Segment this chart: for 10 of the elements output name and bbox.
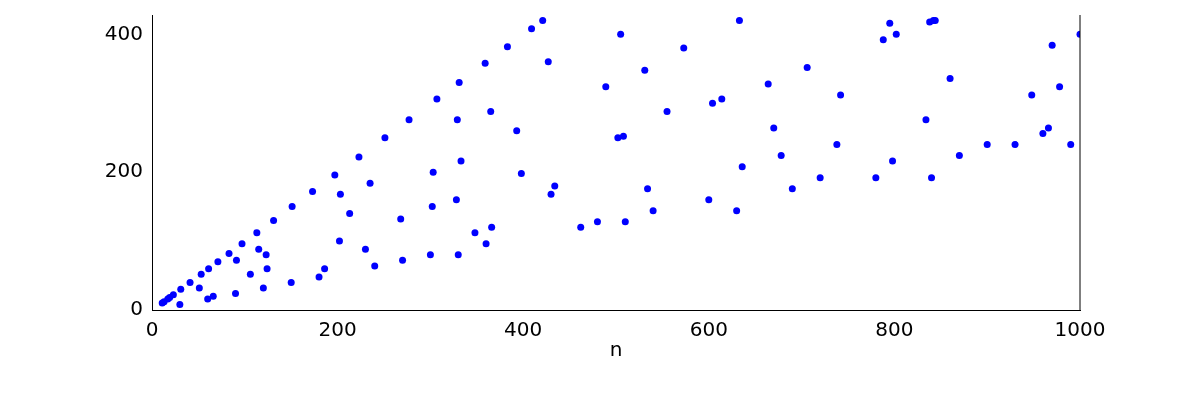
x-tick-label: 0 (145, 317, 159, 342)
x-tick-label: 200 (318, 317, 357, 342)
y-tick-label: 200 (104, 158, 143, 183)
x-axis-title: n (609, 337, 623, 362)
y-tick-label: 400 (104, 20, 143, 45)
x-tick-label: 1000 (1054, 317, 1106, 342)
x-tick-label: 800 (875, 317, 914, 342)
x-tick-label: 600 (689, 317, 728, 342)
y-tick-label: 0 (130, 296, 143, 321)
x-tick-label: 400 (504, 317, 543, 342)
